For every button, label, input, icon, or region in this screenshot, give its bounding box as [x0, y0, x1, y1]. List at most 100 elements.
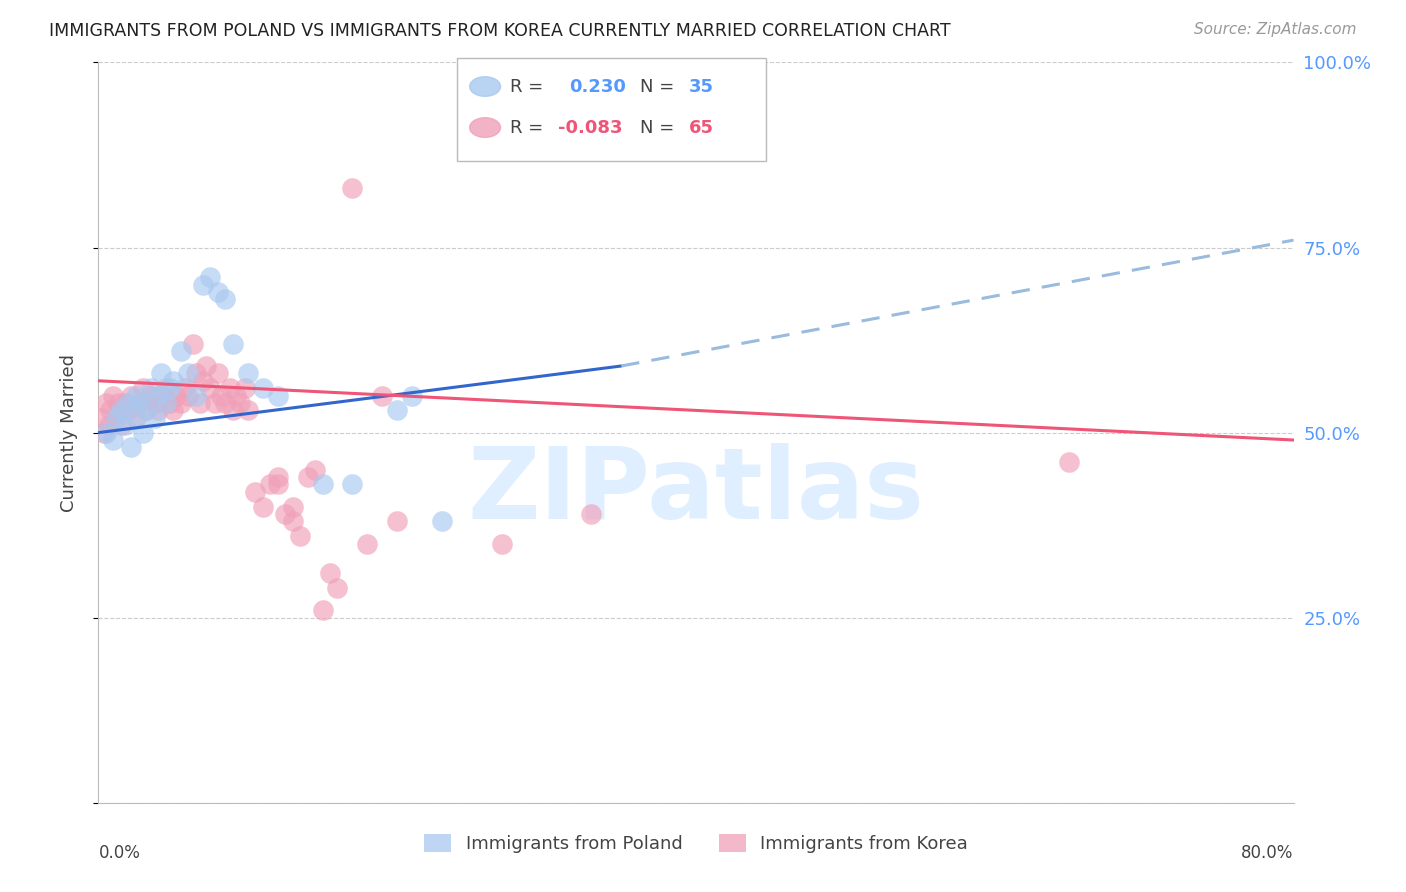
Point: [107, 396, 129, 410]
Point: [120, 441, 142, 455]
Point: [110, 403, 132, 417]
Point: [311, 603, 333, 617]
Text: R =: R =: [510, 119, 544, 136]
Point: [259, 477, 281, 491]
Text: 0.0%: 0.0%: [98, 844, 141, 862]
Point: [155, 381, 177, 395]
Point: [209, 388, 232, 402]
Point: [311, 477, 333, 491]
Point: [245, 484, 267, 499]
Point: [319, 566, 342, 581]
Point: [281, 515, 304, 529]
Text: Source: ZipAtlas.com: Source: ZipAtlas.com: [1194, 22, 1357, 37]
Point: [225, 388, 247, 402]
Point: [233, 381, 256, 395]
Point: [114, 396, 136, 410]
Point: [94, 396, 117, 410]
Legend: Immigrants from Poland, Immigrants from Korea: Immigrants from Poland, Immigrants from …: [418, 827, 974, 861]
Point: [162, 374, 184, 388]
Point: [342, 181, 364, 195]
Text: -0.083: -0.083: [558, 119, 623, 136]
Point: [214, 396, 236, 410]
Point: [98, 403, 122, 417]
Point: [139, 381, 162, 395]
Text: 35: 35: [689, 78, 714, 95]
Point: [236, 403, 259, 417]
Point: [181, 336, 204, 351]
Point: [90, 410, 112, 425]
Point: [143, 410, 166, 425]
Point: [385, 515, 409, 529]
Point: [143, 396, 166, 410]
Point: [177, 388, 200, 402]
Point: [132, 425, 155, 440]
Point: [135, 403, 157, 417]
Point: [356, 536, 378, 550]
Point: [184, 367, 207, 381]
Point: [94, 425, 117, 440]
Point: [174, 381, 197, 395]
Point: [129, 396, 152, 410]
Point: [581, 507, 603, 521]
Point: [214, 293, 236, 307]
Point: [97, 418, 120, 433]
Point: [491, 536, 513, 550]
Point: [177, 367, 200, 381]
Point: [117, 403, 139, 417]
Point: [125, 388, 148, 402]
Point: [155, 396, 177, 410]
Point: [125, 410, 148, 425]
Point: [159, 396, 181, 410]
Point: [252, 500, 274, 514]
Text: R =: R =: [510, 78, 544, 95]
Point: [274, 507, 297, 521]
Point: [169, 396, 191, 410]
Point: [204, 396, 226, 410]
Point: [342, 477, 364, 491]
Point: [385, 403, 409, 417]
Point: [103, 388, 125, 402]
Point: [267, 477, 290, 491]
Point: [1059, 455, 1081, 469]
Point: [120, 388, 142, 402]
Point: [401, 388, 423, 402]
Point: [326, 581, 349, 595]
Point: [105, 410, 128, 425]
Text: ZIPatlas: ZIPatlas: [468, 443, 924, 541]
Point: [159, 381, 181, 395]
Point: [222, 336, 245, 351]
Text: 0.230: 0.230: [569, 78, 626, 95]
Point: [304, 462, 326, 476]
Point: [103, 433, 125, 447]
Text: 65: 65: [689, 119, 714, 136]
Text: 80.0%: 80.0%: [1241, 844, 1294, 862]
Point: [125, 410, 148, 425]
Point: [114, 418, 136, 433]
Point: [219, 381, 242, 395]
Point: [281, 500, 304, 514]
Point: [207, 367, 229, 381]
Point: [207, 285, 229, 299]
Point: [148, 403, 170, 417]
Point: [267, 470, 290, 484]
Point: [117, 396, 139, 410]
Point: [184, 388, 207, 402]
Point: [371, 388, 394, 402]
Point: [139, 388, 162, 402]
Point: [288, 529, 311, 543]
Point: [165, 388, 187, 402]
Point: [188, 396, 211, 410]
Point: [430, 515, 453, 529]
Point: [110, 418, 132, 433]
Point: [148, 388, 170, 402]
Point: [105, 410, 128, 425]
Point: [162, 403, 184, 417]
Point: [150, 367, 173, 381]
Y-axis label: Currently Married: Currently Married: [59, 353, 77, 512]
Point: [135, 403, 157, 417]
Point: [267, 388, 290, 402]
Text: N =: N =: [640, 78, 673, 95]
Point: [129, 396, 152, 410]
Point: [200, 381, 222, 395]
Point: [229, 396, 252, 410]
